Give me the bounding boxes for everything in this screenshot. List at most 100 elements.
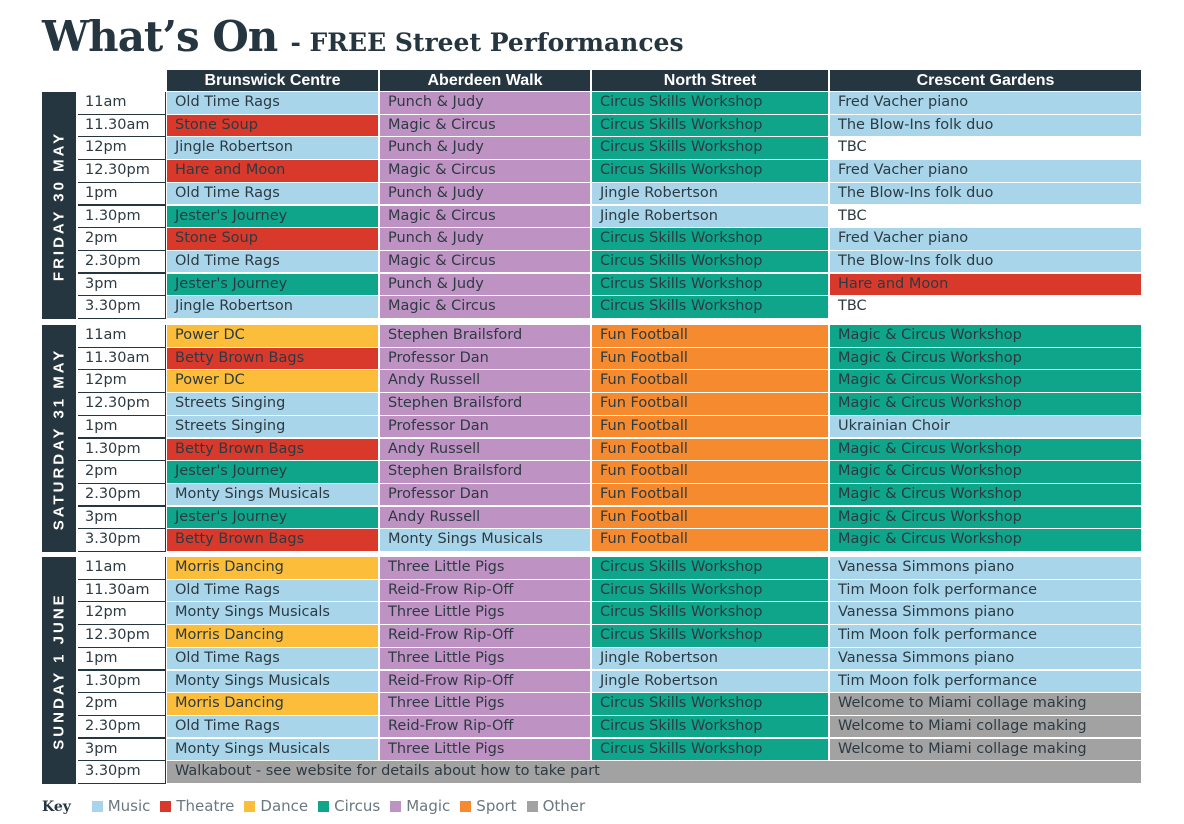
event-cell-aberdeen-walk: Magic & Circus: [380, 114, 590, 137]
table-row: 11am Power DC Stephen Brailsford Fun Footba…: [78, 325, 1141, 347]
time-slot: 12.30pm: [78, 625, 165, 647]
time-slot: 1.30pm: [78, 205, 165, 228]
time-slot: 3pm: [78, 273, 165, 296]
event-cell-brunswick-centre: Betty Brown Bags: [167, 347, 378, 370]
time-slot: 2.30pm: [78, 483, 165, 506]
event-cell-north-street: Circus Skills Workshop: [592, 738, 828, 761]
day-label-text: FRIDAY 30 MAY: [50, 130, 68, 281]
event-cell-crescent-gardens: The Blow-Ins folk duo: [830, 114, 1141, 137]
legend-label: Theatre: [176, 797, 235, 815]
event-cell-north-street: Circus Skills Workshop: [592, 92, 828, 114]
event-cell-north-street: Circus Skills Workshop: [592, 557, 828, 579]
table-row: 12pm Jingle Robertson Punch & Judy Circus S…: [78, 137, 1141, 159]
table-row: 12.30pm Morris Dancing Reid-Frow Rip-Off Ci…: [78, 625, 1141, 647]
legend-swatch-icon: [390, 801, 402, 812]
time-slot: 11.30am: [78, 579, 165, 602]
time-slot: 3.30pm: [78, 761, 165, 783]
table-row: 1pm Old Time Rags Three Little Pigs Jingle …: [78, 647, 1141, 670]
legend-label: Dance: [260, 797, 309, 815]
event-cell-aberdeen-walk: Magic & Circus: [380, 250, 590, 273]
time-slot: 11.30am: [78, 347, 165, 370]
time-slot: 2.30pm: [78, 250, 165, 273]
event-cell-aberdeen-walk: Three Little Pigs: [380, 557, 590, 579]
event-cell-crescent-gardens: Vanessa Simmons piano: [830, 557, 1141, 579]
event-cell-north-street: Circus Skills Workshop: [592, 579, 828, 602]
event-cell-north-street: Jingle Robertson: [592, 182, 828, 205]
event-cell-crescent-gardens: Welcome to Miami collage making: [830, 738, 1141, 761]
table-row: 3.30pm Jingle Robertson Magic & Circus Circ…: [78, 296, 1141, 318]
time-slot: 1pm: [78, 647, 165, 670]
legend-item-sport: Sport: [460, 796, 517, 816]
table-row: 2pm Stone Soup Punch & Judy Circus Skills W…: [78, 228, 1141, 250]
time-slot: 11.30am: [78, 114, 165, 137]
time-slot: 11am: [78, 92, 165, 114]
event-cell-crescent-gardens: Magic & Circus Workshop: [830, 506, 1141, 529]
time-slot: 11am: [78, 557, 165, 579]
event-cell-north-street: Circus Skills Workshop: [592, 228, 828, 250]
event-cell-aberdeen-walk: Magic & Circus: [380, 296, 590, 318]
table-row: 11am Morris Dancing Three Little Pigs Circu…: [78, 557, 1141, 579]
event-cell-north-street: Circus Skills Workshop: [592, 693, 828, 715]
table-row: 12.30pm Hare and Moon Magic & Circus Circus…: [78, 160, 1141, 182]
event-cell-aberdeen-walk: Magic & Circus: [380, 160, 590, 182]
event-cell-north-street: Circus Skills Workshop: [592, 250, 828, 273]
event-cell-north-street: Fun Football: [592, 393, 828, 415]
event-cell-crescent-gardens: Magic & Circus Workshop: [830, 529, 1141, 551]
event-cell-brunswick-centre: Betty Brown Bags: [167, 438, 378, 461]
event-cell-crescent-gardens: Magic & Circus Workshop: [830, 347, 1141, 370]
legend-item-music: Music: [91, 796, 151, 816]
event-cell-crescent-gardens: Hare and Moon: [830, 273, 1141, 296]
event-cell-aberdeen-walk: Andy Russell: [380, 506, 590, 529]
event-cell-brunswick-centre: Power DC: [167, 370, 378, 392]
event-cell-brunswick-centre: Old Time Rags: [167, 250, 378, 273]
event-cell-aberdeen-walk: Monty Sings Musicals: [380, 529, 590, 551]
legend-swatch-icon: [244, 801, 256, 812]
event-cell-crescent-gardens: Vanessa Simmons piano: [830, 602, 1141, 624]
time-slot: 1.30pm: [78, 438, 165, 461]
page-title-block: What’s On - FREE Street Performances: [42, 12, 684, 64]
event-cell-aberdeen-walk: Punch & Judy: [380, 182, 590, 205]
event-cell-brunswick-centre: Stone Soup: [167, 228, 378, 250]
event-cell-brunswick-centre: Old Time Rags: [167, 579, 378, 602]
time-slot: 2pm: [78, 461, 165, 483]
event-cell-brunswick-centre: Monty Sings Musicals: [167, 738, 378, 761]
event-cell-crescent-gardens: Ukrainian Choir: [830, 415, 1141, 438]
event-cell-aberdeen-walk: Andy Russell: [380, 438, 590, 461]
event-cell-north-street: Circus Skills Workshop: [592, 296, 828, 318]
event-cell-crescent-gardens: Tim Moon folk performance: [830, 670, 1141, 693]
event-cell-brunswick-centre: Monty Sings Musicals: [167, 602, 378, 624]
page-title: What’s On: [42, 12, 278, 61]
legend-swatch-icon: [91, 801, 103, 812]
event-cell-crescent-gardens: Magic & Circus Workshop: [830, 438, 1141, 461]
event-cell-brunswick-centre: Morris Dancing: [167, 693, 378, 715]
legend-label: Sport: [476, 797, 517, 815]
day-block-sunday-1-june: SUNDAY 1 JUNE 11am Morris Dancing Three Lit…: [42, 557, 1141, 784]
event-cell-brunswick-centre: Jester's Journey: [167, 273, 378, 296]
event-cell-brunswick-centre: Jingle Robertson: [167, 137, 378, 159]
event-cell-aberdeen-walk: Stephen Brailsford: [380, 393, 590, 415]
event-cell-north-street: Fun Football: [592, 415, 828, 438]
event-cell-aberdeen-walk: Punch & Judy: [380, 228, 590, 250]
legend: Key Music Theatre Dance Circus Magic Sport Oth…: [42, 796, 595, 816]
event-cell-crescent-gardens: Magic & Circus Workshop: [830, 483, 1141, 506]
legend-item-other: Other: [526, 796, 585, 816]
time-slot: 1pm: [78, 182, 165, 205]
event-cell-north-street: Circus Skills Workshop: [592, 273, 828, 296]
legend-swatch-icon: [526, 801, 538, 812]
event-cell-aberdeen-walk: Andy Russell: [380, 370, 590, 392]
event-cell-north-street: Fun Football: [592, 506, 828, 529]
legend-label: Music: [107, 797, 151, 815]
event-cell-north-street: Fun Football: [592, 370, 828, 392]
event-cell-crescent-gardens: Fred Vacher piano: [830, 160, 1141, 182]
page-subtitle: - FREE Street Performances: [290, 28, 684, 57]
table-row: 3pm Jester's Journey Andy Russell Fun Footb…: [78, 506, 1141, 529]
time-slot: 1.30pm: [78, 670, 165, 693]
time-slot: 12pm: [78, 602, 165, 624]
event-cell-north-street: Fun Football: [592, 483, 828, 506]
day-label-text: SUNDAY 1 JUNE: [50, 591, 68, 750]
time-slot: 1pm: [78, 415, 165, 438]
event-cell-aberdeen-walk: Professor Dan: [380, 415, 590, 438]
table-row: 3.30pm Betty Brown Bags Monty Sings Musica…: [78, 529, 1141, 551]
table-row: 12pm Monty Sings Musicals Three Little Pig…: [78, 602, 1141, 624]
event-cell-brunswick-centre: Jester's Journey: [167, 205, 378, 228]
